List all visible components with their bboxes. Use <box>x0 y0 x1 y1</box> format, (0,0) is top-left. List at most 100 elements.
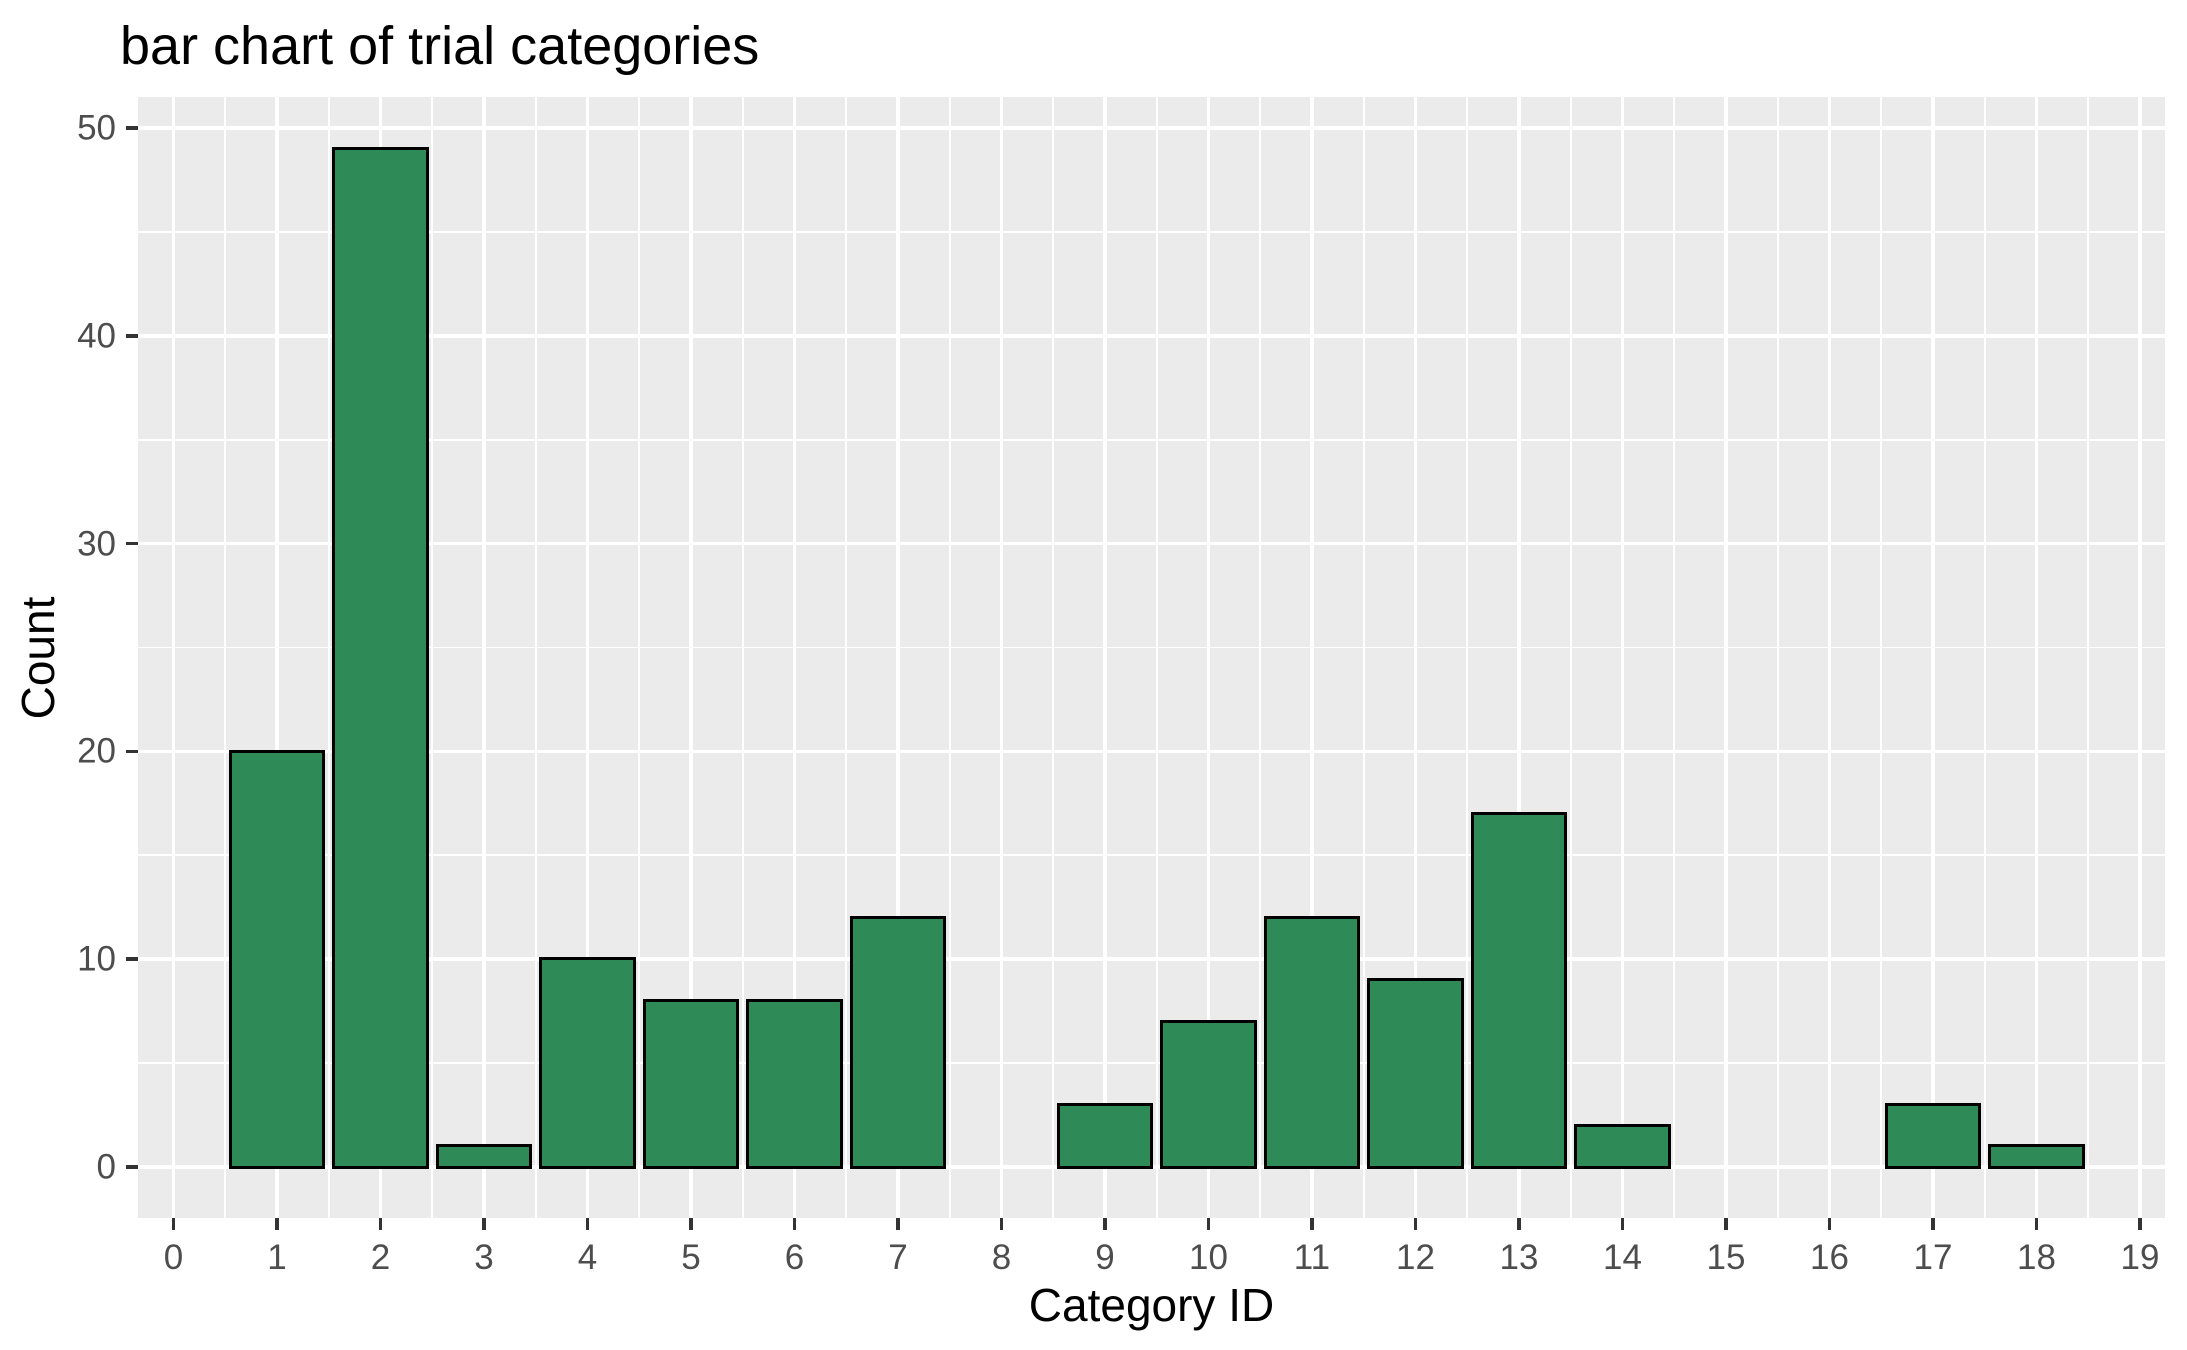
gridline-minor-x <box>1880 97 1883 1218</box>
x-tick-label: 5 <box>681 1238 701 1277</box>
x-tick-label: 10 <box>1189 1238 1228 1277</box>
gridline-minor-y <box>138 438 2165 441</box>
gridline-major-x <box>1310 97 1314 1218</box>
gridline-minor-x <box>327 97 330 1218</box>
chart-title: bar chart of trial categories <box>120 16 760 76</box>
gridline-major-x <box>1103 97 1107 1218</box>
bar-category-5 <box>642 998 740 1169</box>
x-tick-label: 18 <box>2016 1238 2056 1277</box>
x-tick-label: 1 <box>267 1238 287 1277</box>
y-tick-mark <box>126 749 138 754</box>
y-tick-mark <box>126 334 138 338</box>
bar-category-7 <box>849 915 947 1169</box>
x-tick-label: 11 <box>1293 1238 1331 1277</box>
x-tick-label: 12 <box>1396 1238 1435 1277</box>
bar-category-9 <box>1056 1102 1154 1169</box>
x-tick-mark <box>2034 1218 2039 1230</box>
gridline-major-x <box>2138 97 2142 1218</box>
x-tick-label: 2 <box>370 1238 391 1277</box>
y-tick-label: 10 <box>77 939 116 979</box>
x-tick-label: 9 <box>1095 1238 1115 1277</box>
gridline-minor-x <box>1983 97 1986 1218</box>
x-tick-label: 8 <box>991 1238 1012 1277</box>
x-tick-label: 7 <box>888 1238 908 1277</box>
gridline-minor-x <box>1569 97 1572 1218</box>
gridline-minor-x <box>638 97 641 1218</box>
y-tick-label: 20 <box>77 731 116 771</box>
y-tick-label: 50 <box>77 108 116 148</box>
bar-category-1 <box>228 749 326 1169</box>
x-tick-mark <box>1724 1218 1728 1230</box>
x-tick-mark <box>792 1218 797 1230</box>
y-tick-label: 30 <box>77 524 116 564</box>
x-tick-mark <box>2138 1218 2142 1230</box>
x-tick-label: 13 <box>1499 1238 1539 1277</box>
gridline-minor-x <box>1673 97 1676 1218</box>
y-tick-mark <box>126 1165 138 1169</box>
gridline-minor-y <box>138 231 2165 233</box>
gridline-major-y <box>138 334 2165 338</box>
y-tick-label: 40 <box>77 316 116 356</box>
y-tick-mark <box>126 541 138 546</box>
x-tick-label: 6 <box>784 1238 805 1277</box>
gridline-minor-x <box>948 97 951 1218</box>
x-tick-mark <box>1206 1218 1211 1230</box>
gridline-major-x <box>1206 97 1211 1218</box>
gridline-minor-x <box>1362 97 1365 1218</box>
gridline-major-x <box>482 97 486 1218</box>
gridline-major-x <box>1517 97 1521 1218</box>
x-tick-mark <box>1827 1218 1832 1230</box>
gridline-major-x <box>585 97 590 1218</box>
bar-category-13 <box>1470 811 1568 1169</box>
x-tick-mark <box>1517 1218 1521 1230</box>
gridline-major-x <box>1620 97 1625 1218</box>
gridline-major-x <box>171 97 176 1218</box>
x-tick-mark <box>482 1218 486 1230</box>
gridline-major-x <box>896 97 900 1218</box>
x-tick-label: 3 <box>474 1238 494 1277</box>
y-tick-label: 0 <box>96 1147 116 1187</box>
gridline-minor-x <box>1155 97 1158 1218</box>
bar-category-11 <box>1263 915 1361 1169</box>
bar-category-17 <box>1884 1102 1982 1169</box>
gridline-major-y <box>138 541 2165 546</box>
gridline-minor-x <box>224 97 227 1218</box>
x-tick-mark <box>1310 1218 1314 1230</box>
gridline-minor-x <box>1776 97 1779 1218</box>
x-tick-mark <box>1931 1218 1935 1230</box>
gridline-minor-y <box>138 854 2165 857</box>
gridline-major-y <box>138 957 2165 961</box>
x-tick-label: 15 <box>1706 1238 1746 1277</box>
x-tick-label: 0 <box>163 1238 184 1277</box>
x-tick-label: 14 <box>1602 1238 1642 1277</box>
y-tick-mark <box>126 126 138 130</box>
gridline-major-x <box>792 97 797 1218</box>
gridline-major-x <box>999 97 1004 1218</box>
y-axis-title: Count <box>12 596 64 719</box>
bar-category-2 <box>332 147 429 1169</box>
x-tick-mark <box>1103 1218 1107 1230</box>
gridline-minor-y <box>138 646 2165 649</box>
x-tick-mark <box>1620 1218 1625 1230</box>
bar-category-12 <box>1367 978 1464 1169</box>
bar-category-18 <box>1988 1144 2085 1169</box>
x-tick-mark <box>275 1218 279 1230</box>
x-axis-title: Category ID <box>1028 1279 1275 1331</box>
x-tick-label: 17 <box>1913 1238 1953 1277</box>
gridline-minor-x <box>534 97 537 1218</box>
gridline-minor-x <box>1052 97 1055 1218</box>
gridline-minor-x <box>741 97 744 1218</box>
bar-category-4 <box>539 957 636 1169</box>
x-tick-label: 4 <box>577 1238 598 1277</box>
bar-category-10 <box>1160 1019 1257 1169</box>
gridline-major-x <box>1931 97 1935 1218</box>
bar-category-14 <box>1574 1123 1671 1169</box>
bar-category-3 <box>435 1144 533 1169</box>
gridline-minor-x <box>431 97 434 1218</box>
x-tick-mark <box>1413 1218 1418 1230</box>
gridline-major-x <box>1413 97 1418 1218</box>
gridline-minor-x <box>845 97 848 1218</box>
gridline-minor-x <box>1259 97 1262 1218</box>
gridline-major-x <box>1827 97 1832 1218</box>
